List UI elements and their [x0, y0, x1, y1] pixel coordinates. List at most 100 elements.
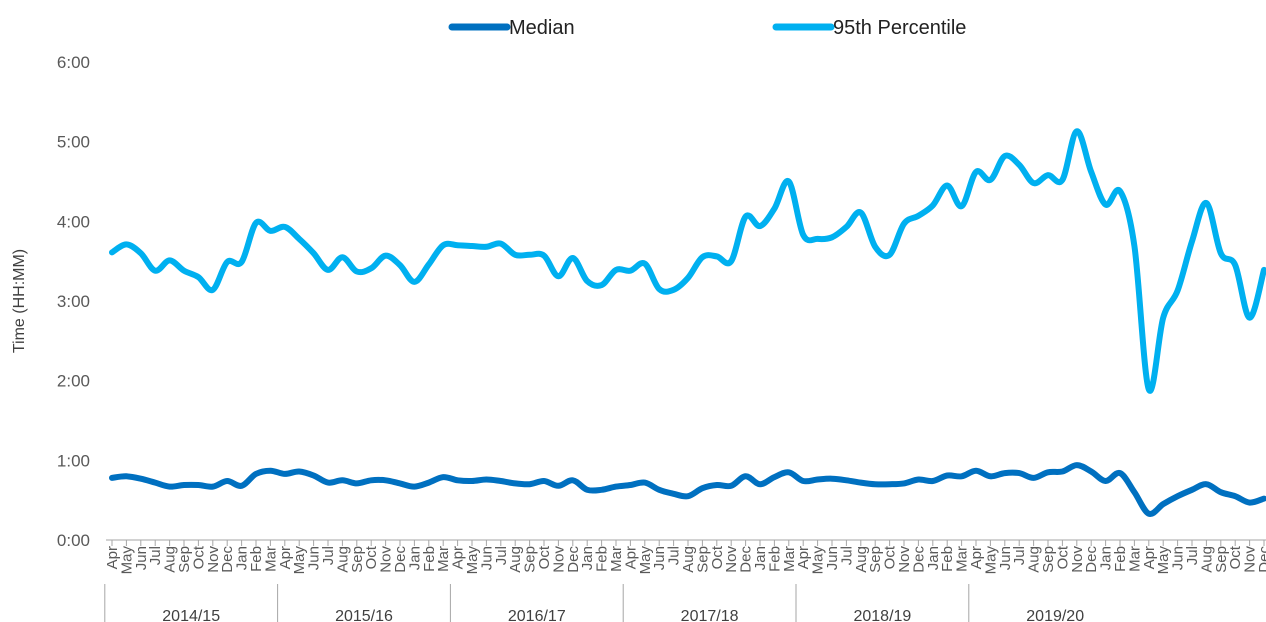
x-tick-label-feb: Feb [1112, 546, 1129, 572]
x-tick-label-mar: Mar [1126, 546, 1143, 572]
x-tick-label-sep: Sep [176, 546, 193, 573]
x-tick-label-sep: Sep [349, 546, 366, 573]
x-tick-label-jul: Jul [1184, 546, 1201, 565]
x-tick-label-jul: Jul [838, 546, 855, 565]
x-tick-label-oct: Oct [1227, 545, 1244, 569]
year-label-2019-20: 2019/20 [1026, 608, 1084, 622]
x-tick-label-apr: Apr [277, 546, 294, 569]
x-tick-label-nov: Nov [550, 546, 567, 573]
x-tick-label-dec: Dec [219, 546, 236, 573]
year-label-2017-18: 2017/18 [681, 608, 739, 622]
x-tick-label-oct: Oct [882, 545, 899, 569]
x-tick-label-aug: Aug [1026, 546, 1043, 573]
year-label-2016-17: 2016/17 [508, 608, 566, 622]
x-tick-label-aug: Aug [680, 546, 697, 573]
x-tick-label-mar: Mar [781, 546, 798, 572]
x-tick-label-mar: Mar [608, 546, 625, 572]
x-tick-label-sep: Sep [1213, 546, 1230, 573]
y-tick-label-6-00: 6:00 [57, 53, 90, 72]
x-tick-label-mar: Mar [262, 546, 279, 572]
x-tick-label-may: May [810, 546, 827, 575]
legend-label-median: Median [509, 17, 575, 39]
x-tick-label-aug: Aug [1198, 546, 1215, 573]
legend-label-95th-percentile: 95th Percentile [833, 17, 966, 39]
x-tick-label-jun: Jun [997, 546, 1014, 570]
x-tick-label-apr: Apr [968, 546, 985, 569]
x-tick-label-oct: Oct [1054, 545, 1071, 569]
x-tick-label-jun: Jun [306, 546, 323, 570]
x-tick-label-jan: Jan [1098, 546, 1115, 570]
x-tick-label-feb: Feb [421, 546, 438, 572]
y-tick-label-2-00: 2:00 [57, 372, 90, 391]
x-tick-label-jan: Jan [752, 546, 769, 570]
x-tick-label-apr: Apr [622, 546, 639, 569]
x-tick-label-nov: Nov [1069, 546, 1086, 573]
x-tick-label-dec: Dec [910, 546, 927, 573]
x-tick-label-sep: Sep [867, 546, 884, 573]
x-tick-label-aug: Aug [162, 546, 179, 573]
x-tick-label-nov: Nov [896, 546, 913, 573]
x-tick-label-feb: Feb [594, 546, 611, 572]
x-tick-label-jul: Jul [1011, 546, 1028, 565]
x-tick-label-sep: Sep [1040, 546, 1057, 573]
x-tick-label-jun: Jun [133, 546, 150, 570]
x-tick-label-dec: Dec [565, 546, 582, 573]
x-tick-label-oct: Oct [190, 545, 207, 569]
series-lines [109, 128, 1266, 517]
x-tick-label-dec: Dec [1256, 546, 1266, 573]
x-tick-label-dec: Dec [1083, 546, 1100, 573]
year-label-2018-19: 2018/19 [853, 608, 911, 622]
y-tick-label-3-00: 3:00 [57, 292, 90, 311]
x-tick-label-dec: Dec [392, 546, 409, 573]
x-tick-label-may: May [982, 546, 999, 575]
x-tick-label-feb: Feb [939, 546, 956, 572]
x-tick-label-jun: Jun [824, 546, 841, 570]
year-label-2015-16: 2015/16 [335, 608, 393, 622]
x-tick-label-may: May [118, 546, 135, 575]
x-tick-label-oct: Oct [536, 545, 553, 569]
x-tick-label-nov: Nov [1242, 546, 1259, 573]
series-line-median [109, 462, 1266, 517]
y-axis-title: Time (HH:MM) [11, 249, 28, 353]
x-tick-label-jan: Jan [579, 546, 596, 570]
x-tick-label-jun: Jun [478, 546, 495, 570]
x-tick-label-mar: Mar [954, 546, 971, 572]
x-tick-label-mar: Mar [435, 546, 452, 572]
x-tick-label-jan: Jan [234, 546, 251, 570]
y-tick-label-5-00: 5:00 [57, 133, 90, 152]
x-tick-label-nov: Nov [378, 546, 395, 573]
x-tick-label-dec: Dec [738, 546, 755, 573]
x-tick-label-aug: Aug [334, 546, 351, 573]
y-axis-ticks: 0:00 1:00 2:00 3:00 4:00 5:00 6:00 [57, 53, 90, 550]
x-tick-label-jul: Jul [493, 546, 510, 565]
x-tick-label-may: May [637, 546, 654, 575]
x-tick-label-jun: Jun [1170, 546, 1187, 570]
x-tick-label-feb: Feb [766, 546, 783, 572]
x-tick-label-jan: Jan [406, 546, 423, 570]
x-tick-label-nov: Nov [205, 546, 222, 573]
x-tick-label-aug: Aug [507, 546, 524, 573]
x-tick-label-feb: Feb [248, 546, 265, 572]
x-tick-label-jul: Jul [320, 546, 337, 565]
x-tick-label-may: May [464, 546, 481, 575]
x-tick-label-sep: Sep [694, 546, 711, 573]
x-tick-label-oct: Oct [363, 545, 380, 569]
x-tick-label-oct: Oct [709, 545, 726, 569]
x-tick-label-apr: Apr [104, 546, 121, 569]
x-tick-label-sep: Sep [522, 546, 539, 573]
x-tick-label-jun: Jun [651, 546, 668, 570]
x-tick-label-aug: Aug [853, 546, 870, 573]
x-tick-label-jan: Jan [925, 546, 942, 570]
x-axis: AprMayJunJulAugSepOctNovDecJanFebMarAprM… [104, 539, 1266, 622]
y-tick-label-4-00: 4:00 [57, 212, 90, 231]
x-tick-label-may: May [291, 546, 308, 575]
x-tick-label-jul: Jul [147, 546, 164, 565]
series-line-95th-percentile [109, 128, 1266, 394]
x-tick-label-apr: Apr [795, 546, 812, 569]
x-tick-label-nov: Nov [723, 546, 740, 573]
x-tick-label-may: May [1155, 546, 1172, 575]
year-label-2014-15: 2014/15 [162, 608, 220, 622]
x-tick-label-jul: Jul [666, 546, 683, 565]
legend: Median 95th Percentile [448, 17, 966, 39]
